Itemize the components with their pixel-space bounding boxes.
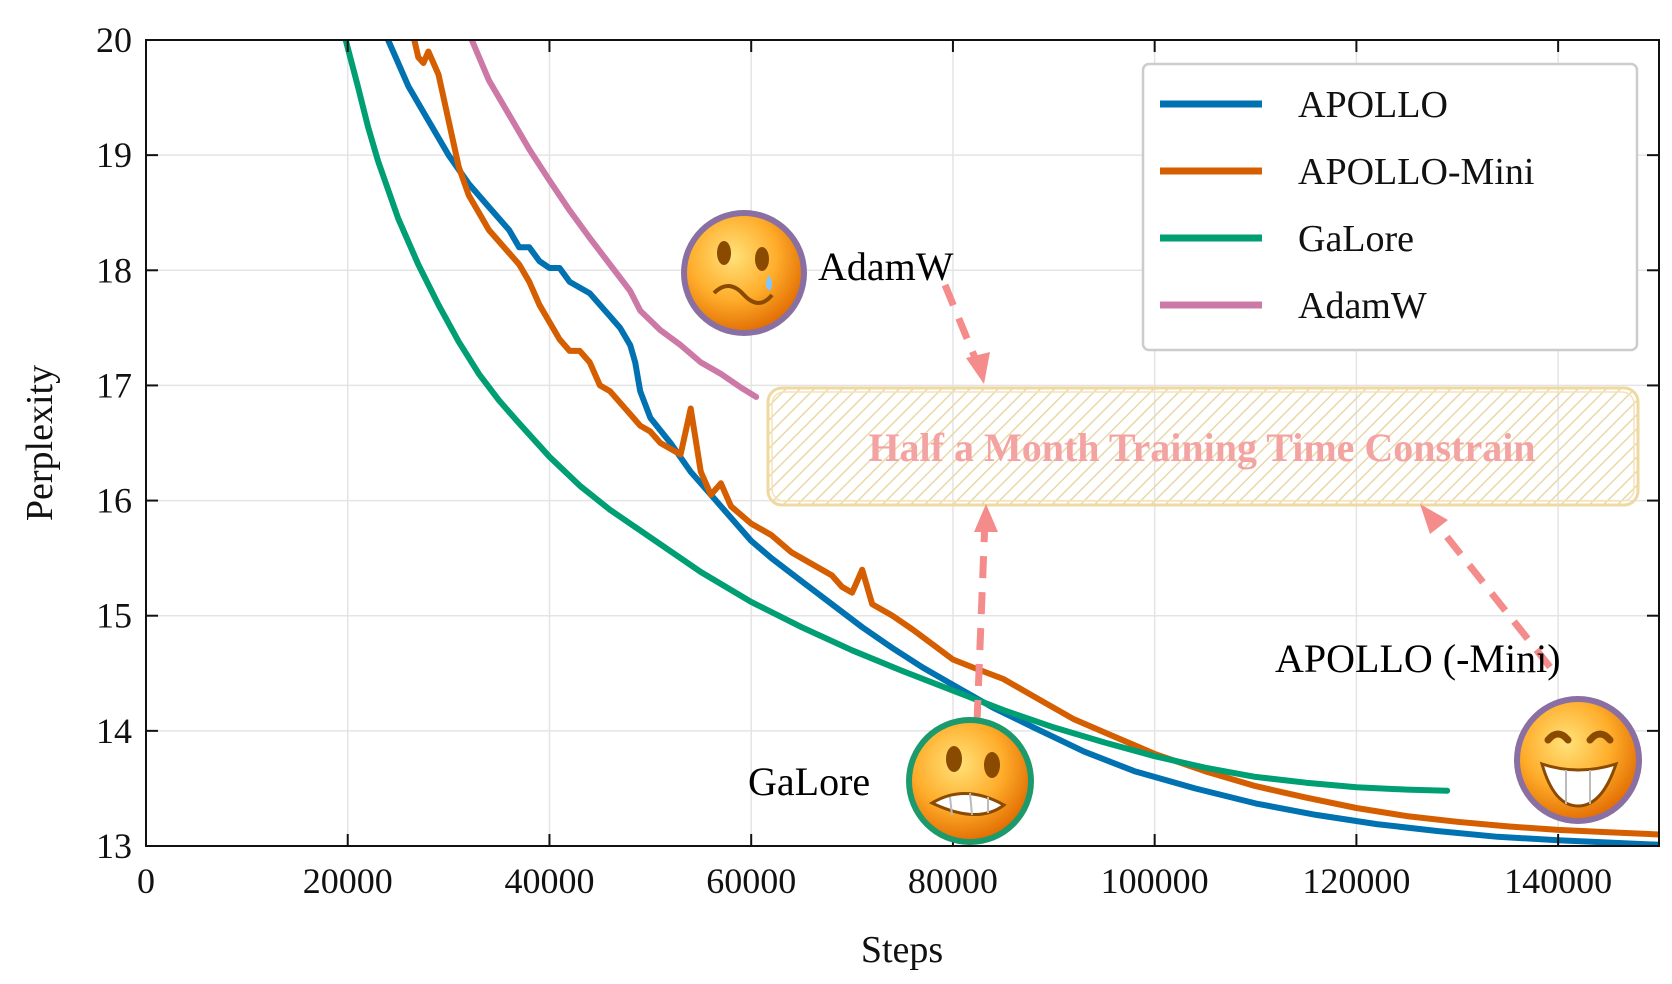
x-tick-label: 120000 [1302,861,1410,901]
x-tick-label: 140000 [1504,861,1612,901]
x-tick-label: 100000 [1101,861,1209,901]
annotation-arrows [941,283,1553,723]
series-line-apollo-mini [411,40,1659,838]
annotation-apollo-mini: APOLLO (-Mini) [1275,636,1561,681]
arrow-galore [973,519,989,723]
series-layer [342,40,1659,846]
axes-frame [145,39,1660,847]
series-line-apollo [385,40,1659,846]
arrow-adamw [941,283,984,372]
series-line-adamw [468,40,760,400]
annotation-adamw: AdamW [818,244,954,289]
y-tick-label: 17 [96,365,132,405]
y-tick-label: 20 [96,20,132,60]
legend-label-apollo: APOLLO [1298,84,1448,126]
y-tick-label: 15 [96,596,132,636]
series-line-galore [342,40,1451,794]
y-tick-label: 16 [96,481,132,521]
legend-label-galore: GaLore [1298,218,1414,260]
x-tick-label: 80000 [908,861,998,901]
legend: APOLLO APOLLO-Mini GaLore AdamW [1141,62,1639,352]
x-tick-labels: 0 20000 40000 60000 80000 100000 120000 140000 [137,861,1612,901]
x-tick-label: 20000 [303,861,393,901]
time-constraint-box: Half a Month Training Time Constrain [766,386,1640,507]
arrow-head-galore [974,504,998,532]
x-tick-label: 60000 [706,861,796,901]
y-axis-label: Perplexity [19,365,61,521]
legend-label-adamw: AdamW [1298,285,1427,327]
y-tick-label: 18 [96,250,132,290]
x-tick-label: 0 [137,861,155,901]
arrow-head-adamw [966,352,990,384]
x-axis-label: Steps [861,929,943,971]
arrow-apollo [1429,515,1553,670]
time-constraint-label: Half a Month Training Time Constrain [868,425,1535,470]
crying-face-icon [681,210,807,336]
grinning-face-icon [1514,696,1642,824]
y-tick-label: 14 [96,711,132,751]
grimace-face-icon [906,717,1034,845]
annotation-galore: GaLore [748,759,870,804]
arrow-heads [966,352,1448,534]
arrow-head-apollo [1420,504,1448,534]
y-tick-label: 13 [96,826,132,866]
tick-marks [145,39,1659,847]
y-tick-labels: 13 14 15 16 17 18 19 20 [96,20,132,866]
legend-label-apollo-mini: APOLLO-Mini [1298,151,1534,193]
y-tick-label: 19 [96,135,132,175]
x-tick-label: 40000 [504,861,594,901]
